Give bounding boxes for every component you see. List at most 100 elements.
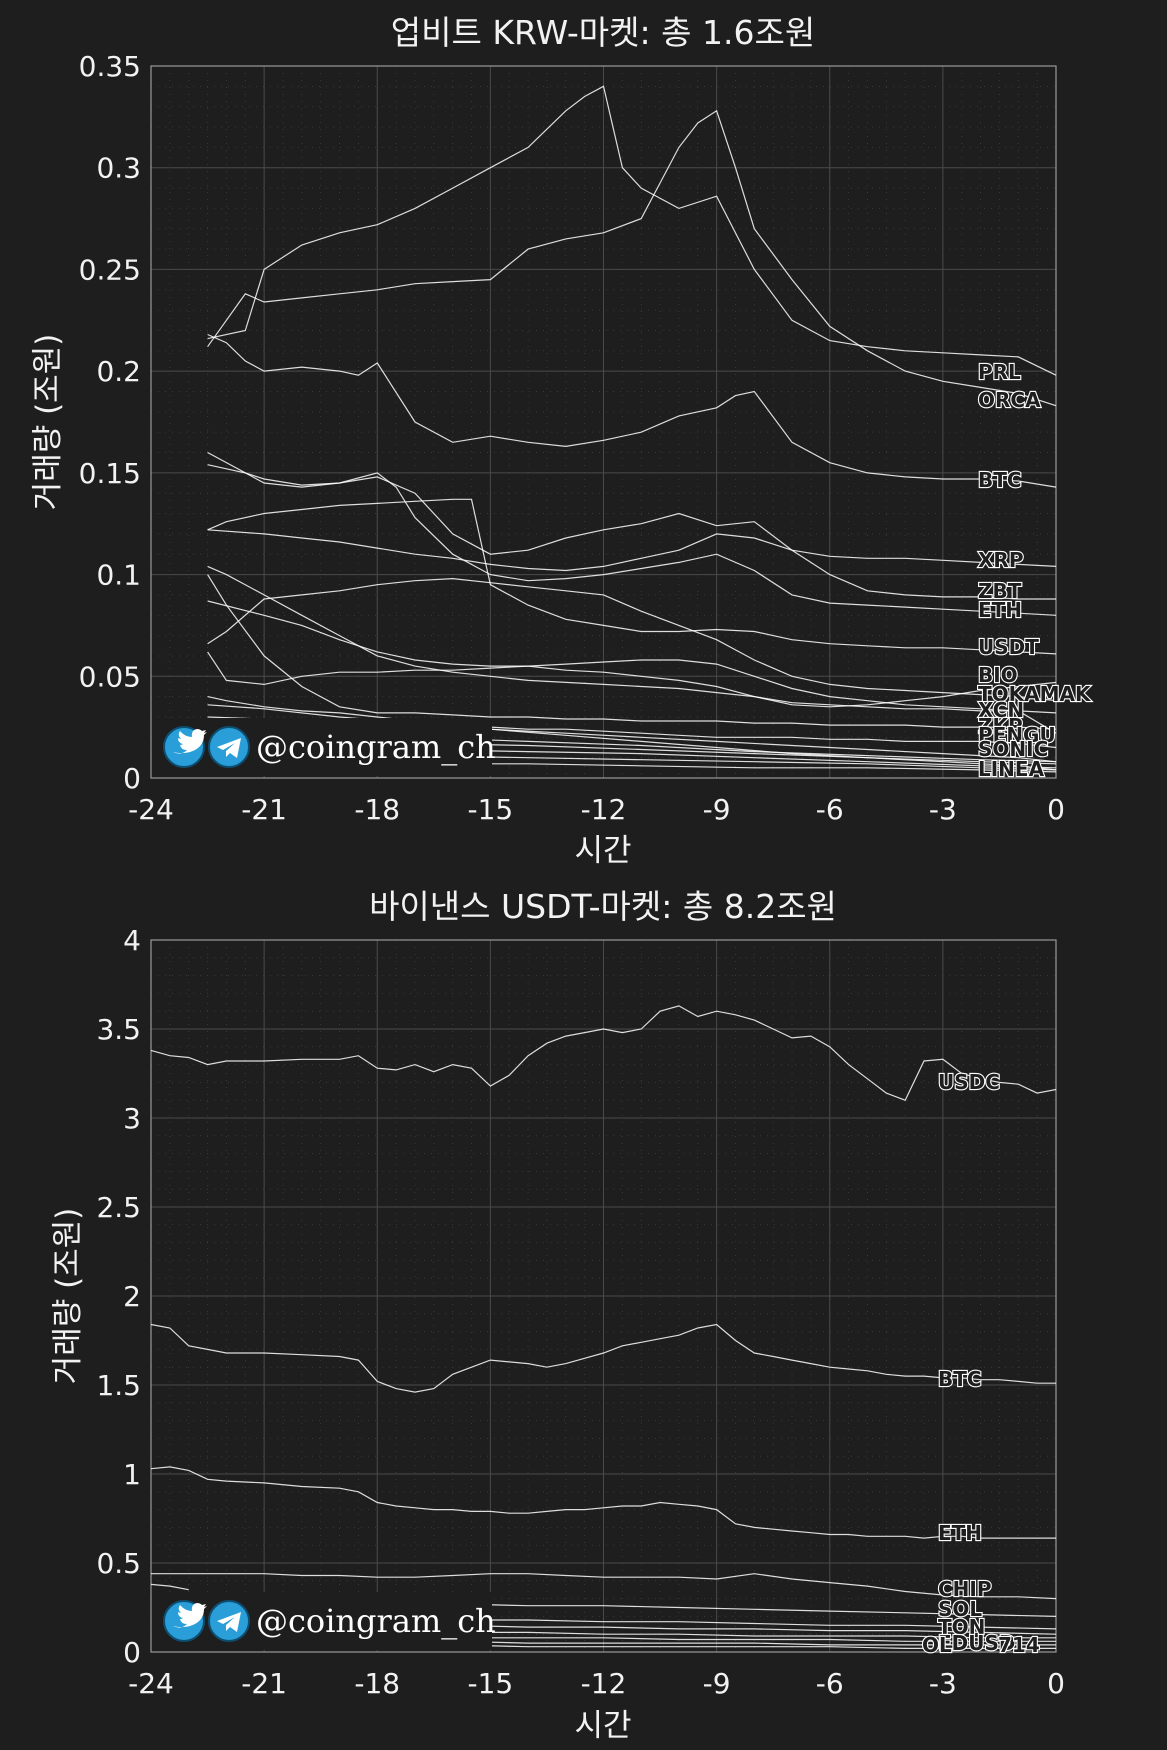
twitter-icon [163,726,207,768]
series-line-prl [207,85,1057,376]
x-axis-label: 시간 [574,1708,631,1744]
x-tick-label: -24 [128,793,174,826]
series-label: ZKP [978,714,1023,738]
series-line-usdc [150,1005,1057,1101]
series-line-eth [207,464,1057,616]
series-line-usdt [207,498,1057,655]
x-tick-label: 0 [1047,793,1065,826]
series-label: OL [922,1633,952,1657]
major-grid [150,65,1057,779]
x-tick-label: -6 [816,793,844,826]
series-line-zbt [207,451,1056,600]
series-label: ZBT [978,579,1022,603]
x-tick-label: 0 [1047,1667,1065,1700]
y-tick-label: 4 [123,924,141,957]
series-label: XCN [978,698,1024,722]
series-line-sonic [207,696,1057,749]
series-label: BIO [978,663,1018,687]
series-line-chip [151,1573,1057,1600]
chart-title: 바이낸스 USDT-마켓: 총 8.2조원 [369,887,837,926]
series-line-sol [150,1583,189,1591]
y-tick-label: 0.35 [79,50,141,83]
series-label: USDC [938,1070,1000,1094]
series-line-xcn [207,565,1057,714]
series-line-bio [207,600,1057,708]
series-line-pengu [207,651,1057,734]
series-label: PENGU [978,723,1056,747]
series-label: SOL [938,1597,982,1621]
twitter-icon [163,1600,207,1642]
x-tick-labels: -24 -21 -18 -15 -12 -9 -6 -3 0 [128,793,1065,826]
series-label: FDUSD [938,1631,1016,1655]
y-tick-label: 2 [123,1280,141,1313]
plot-frame [150,65,1057,779]
series-line-w [207,704,1057,771]
series-label: ETH [978,598,1022,622]
x-tick-label: -15 [468,793,514,826]
y-tick-label: 0.5 [96,1547,141,1580]
series-label: ETH [938,1521,982,1545]
y-tick-label: 2.5 [96,1191,141,1224]
series-label: 714 [998,1633,1040,1657]
series-line-tokamak [207,577,1057,702]
y-tick-labels: 0 0.5 1 1.5 2 2.5 3 3.5 4 [96,924,141,1669]
y-tick-label: 0.3 [96,152,141,185]
x-tick-label: -3 [929,1667,957,1700]
watermark-handle: @coingram_ch [256,728,496,766]
series-label: XRP [978,548,1023,572]
x-tick-label: -15 [468,1667,514,1700]
y-tick-label: 1 [123,1458,141,1491]
x-tick-label: -3 [929,793,957,826]
series-label: BTC [978,468,1022,492]
series-line-zkp [207,574,1057,730]
y-tick-labels: 0 0.05 0.1 0.15 0.2 0.25 0.3 0.35 [79,50,141,795]
series-label: CHIP [938,1577,992,1601]
y-tick-label: 1.5 [96,1369,141,1402]
series-line-orca [207,109,1057,407]
x-tick-label: -6 [816,1667,844,1700]
x-axis-label: 시간 [574,833,631,869]
chart-title: 업비트 KRW-마켓: 총 1.6조원 [391,13,815,52]
series-label: ORCA [978,388,1041,412]
series-label: USDT [978,635,1039,659]
series-label: BTC [938,1367,982,1391]
y-tick-label: 3.5 [96,1013,141,1046]
y-axis-label: 거래량 (조원) [30,334,66,511]
series-label: TON [938,1615,985,1639]
x-tick-label: -18 [354,793,400,826]
y-tick-label: 3 [123,1102,141,1135]
x-tick-label: -21 [241,793,287,826]
y-tick-label: 0 [123,762,141,795]
x-tick-label: -21 [241,1667,287,1700]
telegram-icon [208,1600,250,1642]
y-axis-label: 거래량 (조원) [50,1208,86,1385]
series-label: PRL [978,360,1021,384]
series-line-btc [207,333,1057,488]
series-label: TOKAMAK [978,682,1092,706]
series-lines [207,85,1057,773]
x-tick-label: -9 [703,793,731,826]
binance-volume-chart: 바이낸스 USDT-마켓: 총 8.2조원 시간 거래량 (조원) -24 -21… [50,887,1065,1744]
series-line-btc [150,1323,1056,1393]
x-tick-label: -9 [703,1667,731,1700]
x-tick-label: -24 [128,1667,174,1700]
series-line-xrp [207,529,1057,572]
major-grid [150,939,1057,1653]
upbit-volume-chart: 업비트 KRW-마켓: 총 1.6조원 시간 거래량 (조원) -24 -21 -1… [30,13,1093,869]
y-tick-label: 0.2 [96,355,141,388]
y-tick-label: 0.1 [96,559,141,592]
plot-frame [150,939,1057,1653]
watermark-handle: @coingram_ch [256,1602,496,1640]
x-tick-label: -12 [581,1667,627,1700]
series-label: SONIC [978,737,1048,761]
watermark: @coingram_ch [156,1592,496,1650]
x-tick-labels: -24 -21 -18 -15 -12 -9 -6 -3 0 [128,1667,1065,1700]
series-label: LINEA [978,757,1045,781]
watermark: @coingram_ch [156,718,496,776]
y-tick-label: 0 [123,1636,141,1669]
telegram-icon [208,726,250,768]
x-tick-label: -18 [354,1667,400,1700]
